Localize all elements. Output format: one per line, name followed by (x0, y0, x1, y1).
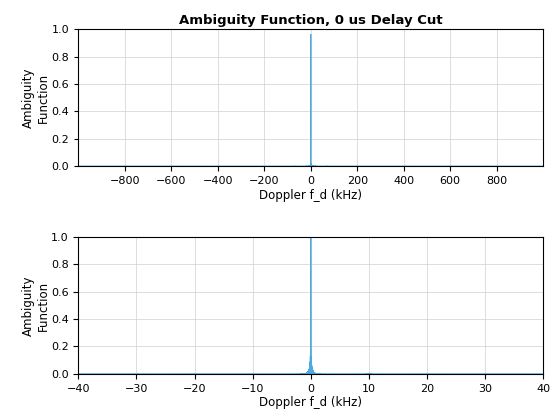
Y-axis label: Ambiguity
Function: Ambiguity Function (21, 275, 49, 336)
Title: Ambiguity Function, 0 us Delay Cut: Ambiguity Function, 0 us Delay Cut (179, 14, 442, 27)
X-axis label: Doppler f_d (kHz): Doppler f_d (kHz) (259, 189, 362, 202)
X-axis label: Doppler f_d (kHz): Doppler f_d (kHz) (259, 396, 362, 410)
Y-axis label: Ambiguity
Function: Ambiguity Function (22, 68, 50, 128)
